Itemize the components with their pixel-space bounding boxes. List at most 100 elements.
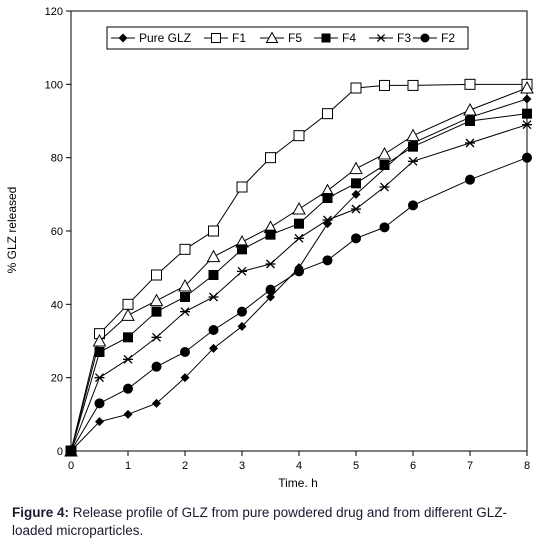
data-point — [178, 278, 192, 292]
data-point — [94, 398, 105, 409]
data-point — [379, 79, 390, 91]
figure-caption-label: Figure 4: — [12, 505, 70, 520]
y-tick-label: 80 — [51, 153, 63, 165]
data-point — [379, 182, 390, 192]
data-point — [180, 347, 190, 357]
x-tick-label: 2 — [182, 460, 188, 472]
data-point — [151, 269, 162, 281]
y-tick-label: 40 — [51, 299, 63, 311]
legend-label: F3 — [397, 31, 411, 45]
x-axis-title: Time. h — [278, 476, 318, 490]
data-point — [522, 152, 532, 163]
series-line — [70, 98, 528, 452]
data-point — [322, 255, 333, 266]
y-tick-label: 60 — [51, 226, 63, 238]
data-point — [294, 266, 304, 277]
data-point — [321, 33, 331, 43]
data-point — [179, 243, 191, 255]
data-point — [265, 259, 276, 269]
data-point — [522, 108, 532, 119]
data-point — [152, 398, 161, 408]
x-tick-label: 5 — [353, 460, 359, 472]
data-point — [351, 204, 361, 214]
data-point — [322, 215, 333, 225]
data-point — [94, 373, 105, 383]
data-point — [180, 307, 190, 317]
series-line — [70, 124, 528, 452]
data-point — [237, 321, 247, 331]
legend-item: F4 — [314, 31, 356, 45]
x-tick-label: 1 — [125, 460, 131, 472]
data-point — [265, 31, 279, 43]
data-point — [408, 200, 418, 211]
data-point — [350, 82, 362, 94]
data-point — [463, 102, 477, 116]
x-tick-label: 4 — [296, 460, 302, 472]
data-point — [118, 33, 128, 43]
series-line — [70, 157, 528, 452]
data-point — [377, 146, 392, 160]
data-point — [520, 80, 534, 94]
x-tick-label: 3 — [239, 460, 245, 472]
data-point — [121, 308, 135, 321]
data-point — [379, 222, 390, 233]
plot-frame — [70, 10, 528, 452]
data-point — [209, 343, 218, 353]
data-point — [293, 130, 305, 142]
data-point — [266, 292, 275, 302]
data-point — [465, 116, 475, 126]
data-point — [294, 233, 304, 243]
legend-item: F5 — [260, 31, 302, 45]
data-point — [408, 141, 418, 152]
data-point — [265, 152, 276, 164]
x-tick-label: 7 — [467, 460, 473, 472]
data-point — [123, 383, 133, 394]
data-point — [122, 298, 134, 310]
legend-item: Pure GLZ — [111, 31, 191, 45]
data-point — [408, 156, 418, 166]
x-tick-label: 8 — [524, 460, 530, 472]
x-tick-label: 0 — [68, 460, 74, 472]
series-f4 — [66, 108, 532, 456]
data-point — [522, 94, 532, 104]
data-point — [522, 120, 532, 130]
chart-legend: Pure GLZ F1 F5 F4 F3 F2 — [106, 26, 469, 50]
y-axis-title: % GLZ released — [5, 187, 19, 274]
data-point — [265, 229, 276, 240]
legend-label: F4 — [342, 31, 356, 45]
legend-label: F1 — [232, 31, 246, 45]
data-point — [208, 270, 219, 280]
data-point — [407, 79, 419, 91]
data-point — [236, 181, 248, 193]
data-point — [149, 293, 164, 307]
figure-caption: Figure 4: Release profile of GLZ from pu… — [12, 504, 537, 540]
data-point — [237, 244, 247, 255]
data-point — [322, 108, 333, 120]
legend-box — [106, 26, 469, 50]
data-point — [322, 193, 333, 203]
data-point — [151, 332, 162, 342]
legend-label: F2 — [441, 31, 455, 45]
data-point — [349, 161, 363, 175]
release-profile-chart: 0 20 40 60 80 100 120 0 1 2 3 4 5 6 7 8 Pure GLZ F1 F5 F4 F… — [5, 6, 534, 490]
data-point — [95, 417, 104, 427]
legend-label: Pure GLZ — [139, 31, 191, 45]
x-tick-label: 6 — [410, 460, 416, 472]
series-f2 — [66, 152, 532, 456]
legend-item: F3 — [369, 31, 411, 45]
chart-axes: 0 20 40 60 80 100 120 0 1 2 3 4 5 6 7 8 — [45, 6, 530, 472]
data-point — [66, 446, 76, 456]
data-point — [420, 33, 430, 43]
y-tick-label: 20 — [51, 373, 63, 385]
data-point — [351, 189, 361, 199]
data-point — [151, 361, 162, 372]
data-point — [237, 266, 247, 276]
data-point — [206, 249, 221, 263]
data-point — [294, 218, 304, 229]
data-point — [237, 306, 247, 317]
data-point — [406, 128, 420, 142]
series-layer — [64, 78, 534, 457]
legend-item: F1 — [204, 31, 246, 45]
figure-caption-text: Release profile of GLZ from pure powdere… — [12, 505, 507, 538]
data-point — [265, 284, 276, 295]
